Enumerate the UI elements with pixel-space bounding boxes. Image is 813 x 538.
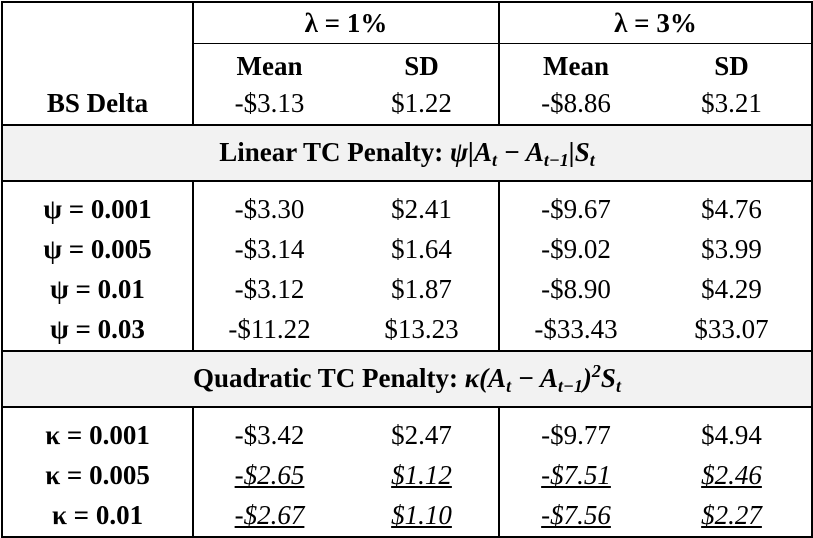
sd-header-1: SD — [345, 43, 500, 84]
cell: $2.41 — [345, 180, 500, 230]
corner-cell — [1, 1, 194, 44]
cell: -$3.42 — [234, 420, 305, 450]
cell: $1.10 — [345, 495, 500, 538]
cell: -$2.67 — [193, 495, 345, 538]
cell: $13.23 — [345, 309, 500, 352]
linear-section-row: Linear TC Penalty: ψ|At − At−1|St — [1, 124, 813, 182]
cell: -$8.90 — [541, 274, 611, 304]
cell: -$9.02 — [541, 234, 611, 264]
table-row: κ = 0.01 -$2.67 $1.10 -$7.56 $2.27 — [1, 495, 813, 538]
quadratic-section-row: Quadratic TC Penalty: κ(At − At−1)2St — [1, 350, 813, 408]
lambda-3-header: λ = 3% — [499, 1, 813, 44]
cell: -$3.14 — [234, 234, 305, 264]
psi-label: ψ = 0.03 — [1, 309, 194, 352]
table-row: ψ = 0.001 -$3.30 $2.41 -$9.67 $4.76 — [1, 180, 813, 230]
quadratic-title-text: Quadratic TC Penalty: — [193, 363, 465, 393]
bs-delta-row: BS Delta -$3.13 $1.22 -$8.86 $3.21 — [1, 83, 813, 126]
quadratic-penalty-title: Quadratic TC Penalty: κ(At − At−1)2St — [1, 350, 813, 408]
linear-title-text: Linear TC Penalty: — [219, 137, 450, 167]
bs-delta-mean-2: -$8.86 — [499, 83, 652, 126]
kappa-label: κ = 0.005 — [1, 455, 194, 496]
table-row: κ = 0.001 -$3.42 $2.47 -$9.77 $4.94 — [1, 406, 813, 456]
mean-header-2: Mean — [543, 51, 609, 82]
cell: -$3.12 — [234, 274, 305, 304]
bs-delta-sd-1: $1.22 — [345, 83, 500, 126]
cell: -$2.65 — [234, 460, 305, 490]
row-label-header — [1, 43, 194, 84]
cell: $2.46 — [652, 455, 813, 496]
column-header-row: Mean SD Mean SD — [1, 43, 813, 84]
linear-formula: ψ|At − At−1|St — [449, 137, 595, 170]
cell: $33.07 — [652, 309, 813, 352]
linear-penalty-title: Linear TC Penalty: ψ|At − At−1|St — [1, 124, 813, 182]
bs-delta-label: BS Delta — [1, 83, 194, 126]
bs-delta-sd-2: $3.21 — [652, 83, 813, 126]
cell: $3.99 — [652, 229, 813, 270]
psi-label: ψ = 0.001 — [1, 180, 194, 230]
table-row: κ = 0.005 -$2.65 $1.12 -$7.51 $2.46 — [1, 455, 813, 496]
bs-delta-mean-1: -$3.13 — [193, 83, 345, 126]
psi-label: ψ = 0.005 — [1, 229, 194, 270]
mean-header-1: Mean — [236, 51, 303, 82]
cell: $1.87 — [345, 269, 500, 310]
cell: -$9.77 — [541, 420, 611, 450]
table-row: ψ = 0.03 -$11.22 $13.23 -$33.43 $33.07 — [1, 309, 813, 352]
cell: -$7.51 — [541, 460, 611, 490]
cell: $2.27 — [652, 495, 813, 538]
cell: -$7.56 — [499, 495, 652, 538]
cell: $4.76 — [652, 180, 813, 230]
cell: -$3.30 — [234, 194, 305, 224]
table-row: ψ = 0.005 -$3.14 $1.64 -$9.02 $3.99 — [1, 229, 813, 270]
kappa-label: κ = 0.01 — [1, 495, 194, 538]
cell: -$33.43 — [499, 309, 652, 352]
lambda-1-header: λ = 1% — [193, 1, 500, 44]
quadratic-formula: κ(At − At−1)2St — [464, 361, 621, 396]
lambda-header-row: λ = 1% λ = 3% — [1, 1, 813, 44]
kappa-label: κ = 0.001 — [1, 406, 194, 456]
sd-header-2: SD — [652, 43, 813, 84]
cell: -$9.67 — [541, 194, 611, 224]
cell: $1.12 — [345, 455, 500, 496]
cell: $1.64 — [345, 229, 500, 270]
cell: $4.94 — [652, 406, 813, 456]
cell: $4.29 — [652, 269, 813, 310]
cell: -$11.22 — [193, 309, 345, 352]
psi-label: ψ = 0.01 — [1, 269, 194, 310]
table-row: ψ = 0.01 -$3.12 $1.87 -$8.90 $4.29 — [1, 269, 813, 310]
cell: $2.47 — [345, 406, 500, 456]
